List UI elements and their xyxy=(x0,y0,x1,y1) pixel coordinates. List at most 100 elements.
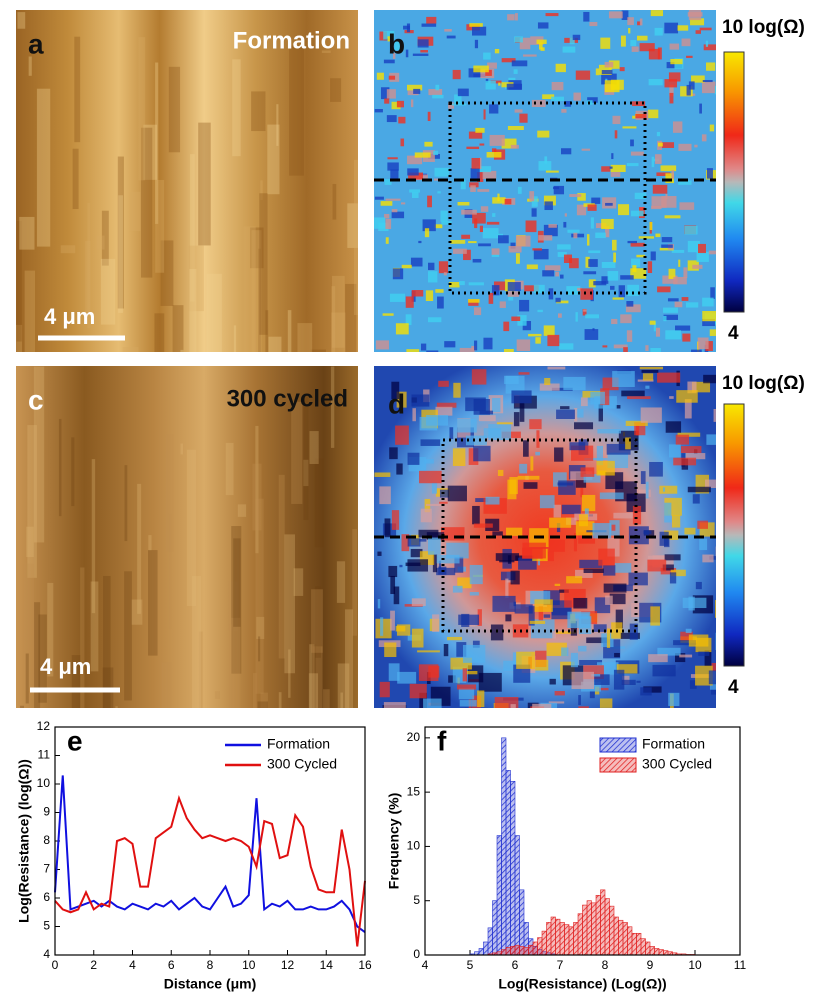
texture-patch xyxy=(664,22,679,34)
texture-patch xyxy=(278,692,282,708)
texture-patch xyxy=(80,567,85,708)
texture-patch xyxy=(408,172,424,180)
texture-patch xyxy=(427,195,432,208)
texture-patch xyxy=(137,483,142,614)
texture-patch xyxy=(462,668,467,682)
texture-patch xyxy=(548,539,565,552)
texture-patch xyxy=(545,265,561,271)
texture-patch xyxy=(701,134,707,142)
texture-patch xyxy=(468,68,481,78)
x-tick-label: 12 xyxy=(281,958,295,972)
texture-patch xyxy=(557,252,567,257)
texture-patch xyxy=(491,285,500,296)
y-tick-label: 7 xyxy=(43,862,50,876)
texture-patch xyxy=(252,673,257,708)
texture-patch xyxy=(537,130,550,138)
scale-bar-label: 4 μm xyxy=(40,654,91,679)
texture-patch xyxy=(539,42,543,50)
texture-patch xyxy=(353,159,358,315)
texture-patch xyxy=(411,394,430,407)
texture-patch xyxy=(612,297,624,300)
texture-patch xyxy=(414,152,431,158)
y-tick-label: 6 xyxy=(43,890,50,904)
texture-patch xyxy=(457,88,469,97)
texture-patch xyxy=(594,674,610,685)
texture-patch xyxy=(514,109,523,113)
texture-patch xyxy=(595,68,600,76)
texture-patch xyxy=(391,211,405,219)
texture-patch xyxy=(392,268,404,280)
texture-patch xyxy=(637,35,648,41)
texture-patch xyxy=(131,599,143,625)
texture-patch xyxy=(668,692,680,707)
texture-patch xyxy=(653,321,657,332)
texture-patch xyxy=(632,115,636,119)
colorbar xyxy=(723,51,745,313)
texture-patch xyxy=(659,142,675,148)
texture-patch xyxy=(671,170,675,179)
texture-patch xyxy=(640,687,652,696)
histogram-bar xyxy=(577,913,583,956)
texture-patch xyxy=(675,325,691,331)
texture-patch xyxy=(496,422,513,425)
texture-patch xyxy=(634,422,646,436)
texture-patch xyxy=(449,427,454,440)
texture-patch xyxy=(483,109,486,120)
texture-patch xyxy=(671,249,685,253)
texture-patch xyxy=(452,248,467,254)
texture-patch xyxy=(628,526,649,545)
texture-patch xyxy=(498,82,501,86)
texture-patch xyxy=(555,631,577,634)
texture-patch xyxy=(391,510,400,530)
texture-patch xyxy=(694,144,698,148)
texture-patch xyxy=(352,529,358,636)
texture-patch xyxy=(378,222,389,232)
histogram-bar xyxy=(604,898,610,956)
texture-patch xyxy=(332,183,337,220)
texture-patch xyxy=(562,46,576,53)
texture-patch xyxy=(518,557,537,570)
texture-patch xyxy=(604,80,620,93)
texture-patch xyxy=(260,180,263,201)
texture-patch xyxy=(583,271,597,275)
texture-patch xyxy=(407,84,423,91)
texture-patch xyxy=(692,264,703,269)
texture-patch xyxy=(611,524,616,531)
texture-patch xyxy=(686,55,693,58)
texture-patch xyxy=(660,567,677,575)
texture-patch xyxy=(523,440,529,457)
texture-patch xyxy=(448,102,455,109)
texture-patch xyxy=(555,297,561,303)
texture-patch xyxy=(473,307,482,316)
texture-patch xyxy=(473,445,491,462)
texture-patch xyxy=(493,281,506,291)
texture-patch xyxy=(542,270,555,277)
texture-patch xyxy=(588,250,601,254)
texture-patch xyxy=(555,63,566,73)
texture-patch xyxy=(284,534,296,674)
texture-patch xyxy=(650,347,661,352)
texture-patch xyxy=(115,706,118,708)
x-axis-title: Distance (μm) xyxy=(164,976,257,992)
texture-patch xyxy=(419,470,442,484)
texture-patch xyxy=(494,48,500,54)
texture-patch xyxy=(251,230,262,352)
texture-patch xyxy=(613,344,628,349)
texture-patch xyxy=(656,131,661,137)
texture-patch xyxy=(558,343,574,350)
texture-patch xyxy=(605,202,613,206)
texture-patch xyxy=(443,272,447,276)
texture-patch xyxy=(614,130,618,139)
texture-patch xyxy=(499,560,515,563)
texture-patch xyxy=(575,472,587,488)
texture-patch xyxy=(407,559,429,572)
texture-patch xyxy=(702,297,714,307)
texture-patch xyxy=(336,561,346,603)
x-tick-label: 4 xyxy=(129,958,136,972)
texture-patch xyxy=(237,504,247,517)
texture-patch xyxy=(516,339,531,352)
texture-patch xyxy=(575,312,578,322)
texture-patch xyxy=(331,312,346,352)
texture-patch xyxy=(138,37,146,181)
texture-patch xyxy=(691,349,702,352)
